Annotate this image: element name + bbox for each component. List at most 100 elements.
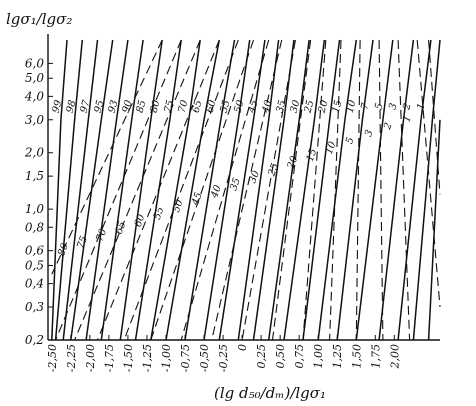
dashed-contour-60 xyxy=(123,39,239,341)
x-axis-label: (lg d₅₀/dₘ)/lgσ₁ xyxy=(214,384,326,402)
x-tick-label: -1,00 xyxy=(160,344,173,372)
solid-contour-20 xyxy=(336,39,374,341)
solid-contour-80 xyxy=(134,39,182,341)
contour-label-top: 10 xyxy=(345,98,359,114)
dashed-contour-55 xyxy=(150,39,255,341)
contour-label-top: 70 xyxy=(177,98,191,114)
plot-area: 6,05,04,03,02,01,51,00,80,60,50,40,30,2-… xyxy=(24,34,441,372)
contour-label-mid: 45 xyxy=(190,191,205,208)
contour-label-mid: 20 xyxy=(285,154,300,171)
contour-label-top: 98 xyxy=(65,99,79,114)
solid-contour-93 xyxy=(85,39,129,341)
contour-label-top: 97 xyxy=(79,98,93,114)
y-tick-label: 6,0 xyxy=(25,56,44,70)
dashed-contour-65 xyxy=(96,39,220,341)
x-tick-label: 0,75 xyxy=(293,344,306,369)
x-tick-label: 1,25 xyxy=(331,344,344,369)
y-tick-label: 0,3 xyxy=(25,300,44,314)
contour-label-top: 60 xyxy=(205,98,219,114)
solid-contour-99 xyxy=(51,39,68,341)
x-tick-label: 1,00 xyxy=(312,344,325,369)
contour-label-top: 25 xyxy=(302,99,316,115)
contour-label-mid: 75 xyxy=(75,235,90,251)
contour-label-mid: 70 xyxy=(95,227,110,243)
contour-label-mid: 15 xyxy=(305,147,320,163)
dashed-contour-25 xyxy=(329,39,342,341)
y-tick-label: 0,2 xyxy=(25,333,44,347)
y-tick-label: 5,0 xyxy=(25,71,44,85)
solid-contour-90 xyxy=(100,39,144,341)
contour-label-top: 3 xyxy=(387,102,399,111)
contour-label-top: 1 xyxy=(415,102,427,111)
contour-label-mid: 55 xyxy=(152,206,167,222)
contour-label-mid: 3 xyxy=(363,129,376,139)
x-tick-label: 0 xyxy=(236,344,249,351)
y-tick-label: 1,0 xyxy=(25,202,44,216)
dashed-contour-10 xyxy=(397,39,411,341)
solid-contour-85 xyxy=(119,39,163,341)
dashed-contour-20 xyxy=(355,39,361,341)
contour-label-top: 20 xyxy=(316,98,330,115)
y-tick-label: 0,6 xyxy=(25,244,44,258)
solid-contour-95 xyxy=(70,39,114,341)
contour-label-mid: 35 xyxy=(228,176,243,192)
contour-label-top: 15 xyxy=(331,99,345,114)
x-tick-label: 0,50 xyxy=(274,344,287,369)
dashed-contour-40 xyxy=(241,39,296,341)
contour-label-top: 50 xyxy=(233,98,247,114)
contour-label-mid: 80 xyxy=(56,241,71,257)
contour-label-top: 7 xyxy=(359,101,371,111)
contour-label-top: 30 xyxy=(289,98,303,114)
contour-label-top: 45 xyxy=(246,99,260,115)
contour-label-top: 75 xyxy=(163,99,177,114)
y-tick-label: 2,0 xyxy=(24,146,44,160)
contour-label-top: 35 xyxy=(275,99,289,114)
dashed-contour-30 xyxy=(302,39,327,341)
contour-label-top: 95 xyxy=(93,99,107,114)
solid-contour-15 xyxy=(355,39,394,341)
dashed-contour-75 xyxy=(55,39,182,341)
x-tick-label: -2,50 xyxy=(46,344,59,372)
contour-label-top: 90 xyxy=(121,98,135,114)
solid-contour-55 xyxy=(218,39,266,341)
y-tick-label: 4,0 xyxy=(24,89,44,103)
solid-contour-60 xyxy=(203,39,251,341)
contour-label-top: 99 xyxy=(51,98,65,114)
solid-contour-50 xyxy=(237,39,280,341)
x-tick-label: -1,50 xyxy=(122,344,135,372)
contour-label-top: 65 xyxy=(191,99,205,114)
solid-contour-97 xyxy=(62,39,99,341)
dashed-contour-70 xyxy=(74,39,201,341)
solid-contour-98 xyxy=(54,39,84,341)
solid-contour-35 xyxy=(283,39,326,341)
y-tick-label: 0,8 xyxy=(25,220,44,234)
dashed-contour-5 xyxy=(416,39,441,308)
solid-contour-25 xyxy=(317,39,358,341)
contour-label-mid: 40 xyxy=(209,183,224,200)
contour-label-top: 55 xyxy=(219,99,233,114)
contour-label-top: 80 xyxy=(149,98,163,114)
x-tick-label: -0,75 xyxy=(179,344,192,372)
solid-contour-70 xyxy=(165,39,221,341)
x-tick-label: 0,25 xyxy=(255,344,268,369)
y-tick-label: 0,4 xyxy=(25,277,44,291)
dashed-contour-35 xyxy=(271,39,312,341)
x-tick-label: -2,25 xyxy=(65,344,78,372)
x-tick-label: 1,75 xyxy=(369,344,382,369)
dashed-contour-15 xyxy=(378,39,384,341)
solid-contour-5 xyxy=(412,39,441,341)
x-tick-label: -1,75 xyxy=(103,344,116,372)
contour-label-mid: 1 xyxy=(401,114,414,124)
y-tick-label: 3,0 xyxy=(25,113,44,127)
contour-label-mid: 50 xyxy=(171,198,186,214)
y-axis-label: lgσ₁/lgσ₂ xyxy=(6,10,72,28)
contour-label-mid: 60 xyxy=(133,212,148,228)
contour-label-mid: 30 xyxy=(247,169,262,185)
solid-contour-30 xyxy=(302,39,341,341)
contour-label-top: 93 xyxy=(107,99,121,114)
contour-label-top: 40 xyxy=(260,98,274,115)
contour-label-mid: 25 xyxy=(266,162,281,179)
contour-label-top: 5 xyxy=(373,102,385,111)
dashed-contour-45 xyxy=(211,39,283,341)
